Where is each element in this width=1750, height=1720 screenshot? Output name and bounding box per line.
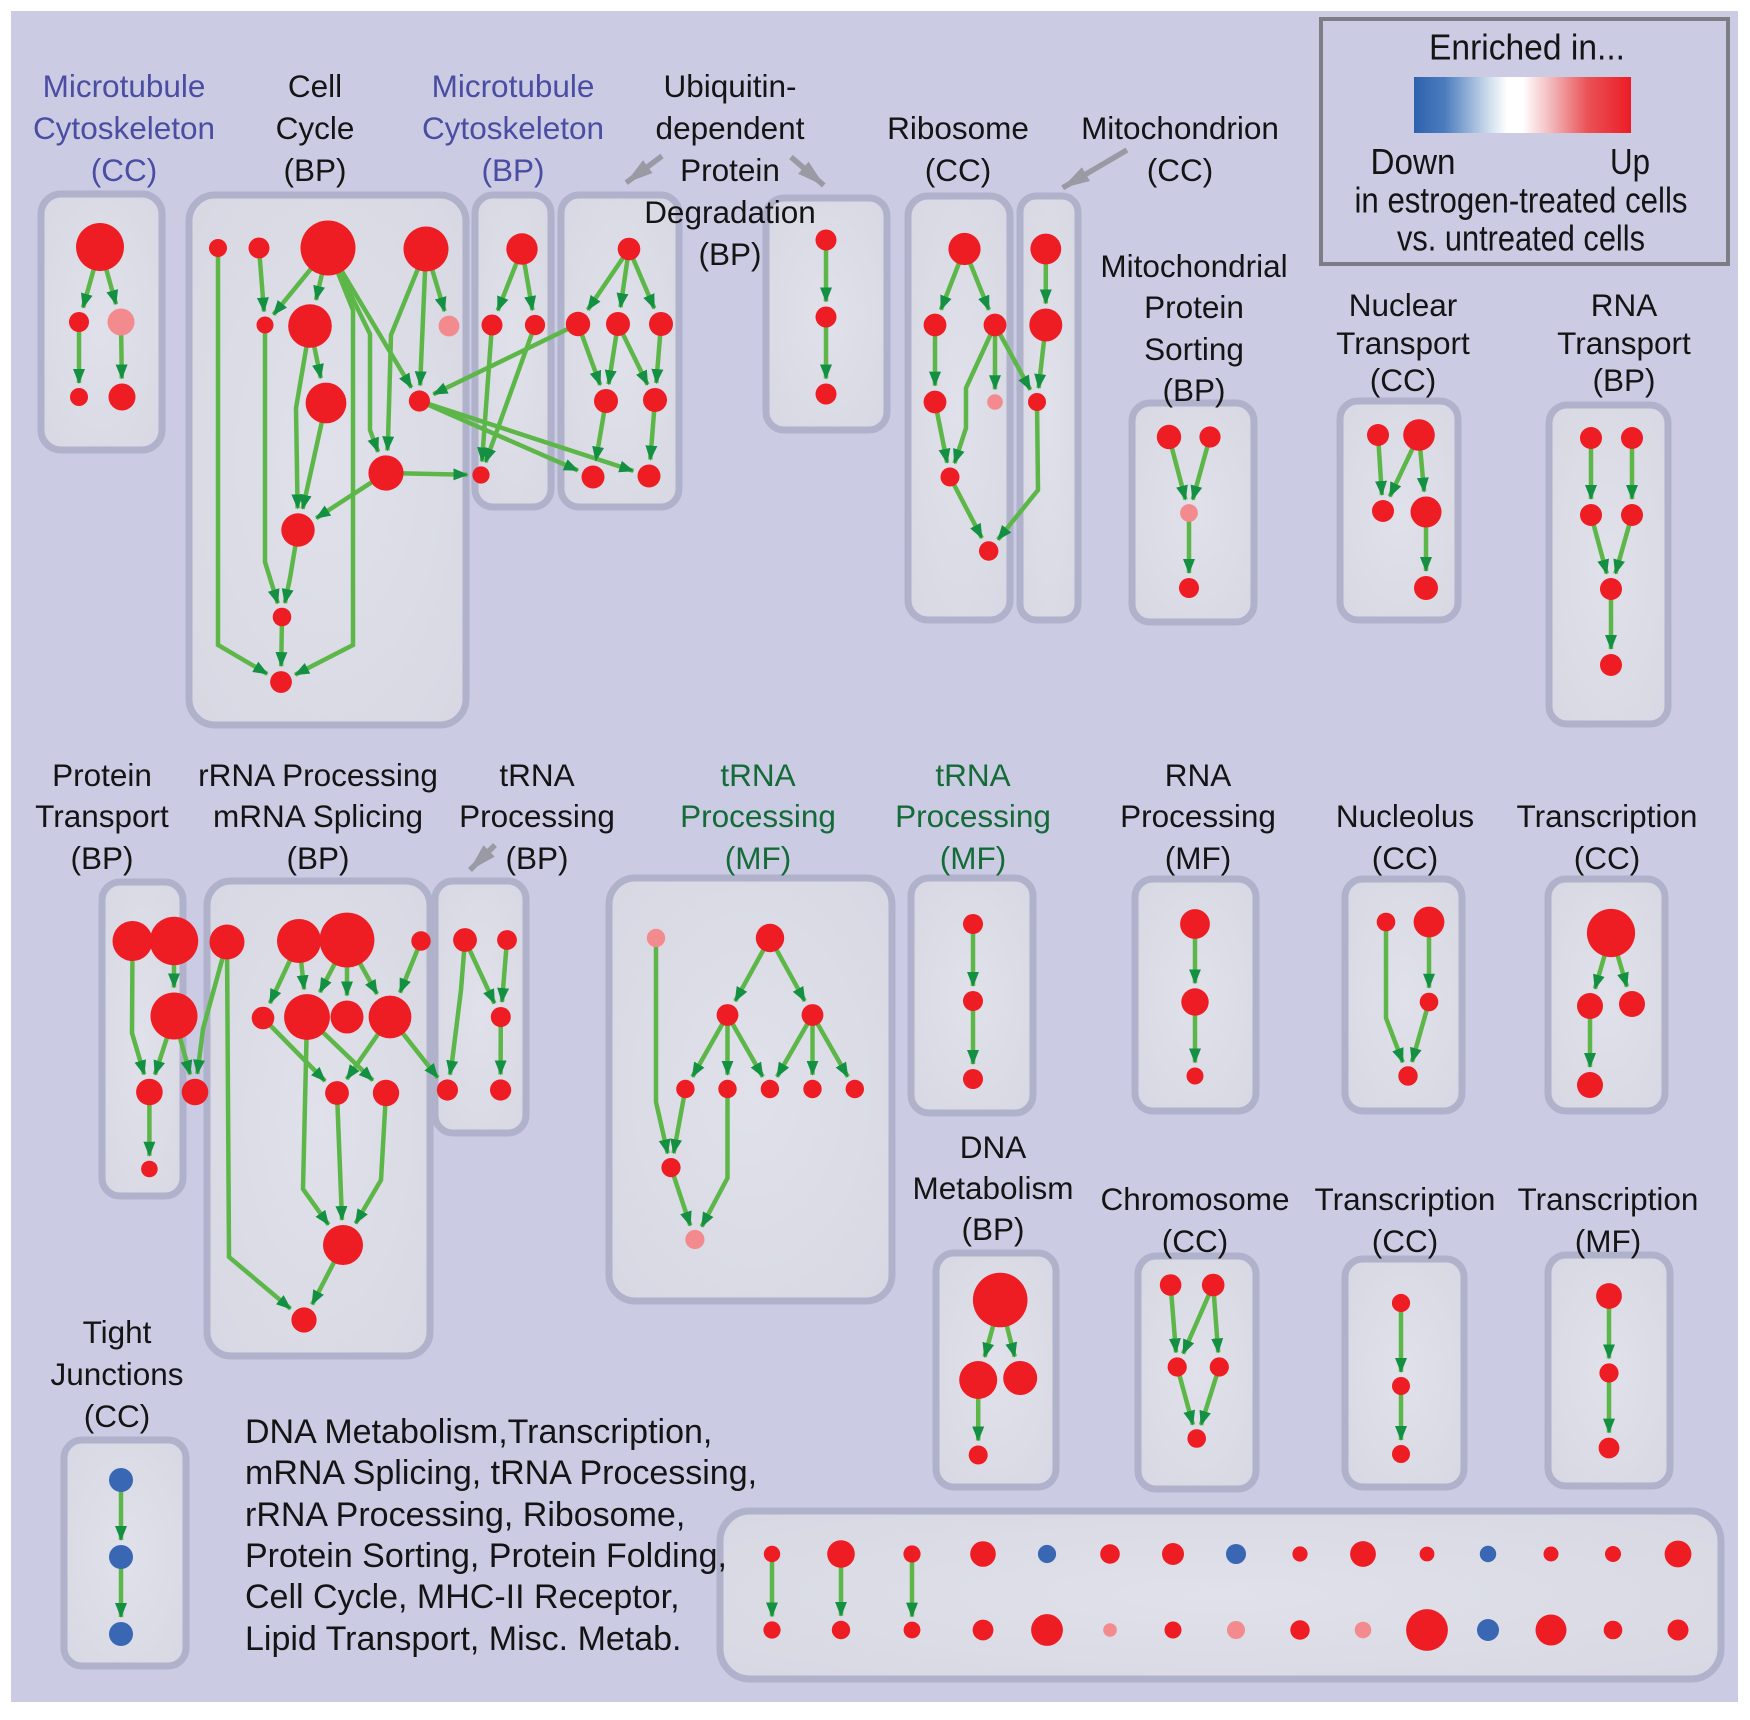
svg-text:in estrogen-treated cells: in estrogen-treated cells xyxy=(1355,180,1688,221)
svg-text:(MF): (MF) xyxy=(1165,840,1231,876)
svg-text:Cycle: Cycle xyxy=(276,110,355,146)
svg-text:(CC): (CC) xyxy=(1574,840,1640,876)
svg-text:Processing: Processing xyxy=(680,798,836,834)
svg-text:Junctions: Junctions xyxy=(50,1356,183,1392)
svg-text:(CC): (CC) xyxy=(1162,1223,1228,1259)
svg-text:DNA Metabolism,Transcription,: DNA Metabolism,Transcription, xyxy=(245,1413,712,1451)
svg-text:(CC): (CC) xyxy=(84,1398,150,1434)
svg-text:Lipid Transport, Misc. Metab.: Lipid Transport, Misc. Metab. xyxy=(245,1620,682,1658)
svg-text:(BP): (BP) xyxy=(962,1211,1025,1247)
svg-text:Processing: Processing xyxy=(1120,798,1276,834)
svg-text:mRNA Splicing, tRNA Processing: mRNA Splicing, tRNA Processing, xyxy=(245,1454,757,1492)
svg-text:(CC): (CC) xyxy=(91,152,157,188)
svg-text:Microtubule: Microtubule xyxy=(432,68,595,104)
svg-text:Ribosome: Ribosome xyxy=(887,110,1029,146)
svg-text:Protein: Protein xyxy=(1144,289,1244,325)
svg-text:Cytoskeleton: Cytoskeleton xyxy=(422,110,604,146)
svg-text:Cell Cycle, MHC-II Receptor,: Cell Cycle, MHC-II Receptor, xyxy=(245,1578,680,1616)
svg-text:Transcription: Transcription xyxy=(1315,1181,1496,1217)
svg-text:tRNA: tRNA xyxy=(720,757,795,793)
svg-text:Up: Up xyxy=(1610,141,1650,182)
svg-text:Nuclear: Nuclear xyxy=(1349,287,1458,323)
svg-text:Enriched in...: Enriched in... xyxy=(1429,27,1625,68)
svg-text:(CC): (CC) xyxy=(1372,840,1438,876)
svg-text:Mitochondrion: Mitochondrion xyxy=(1081,110,1279,146)
svg-text:RNA: RNA xyxy=(1165,757,1232,793)
svg-text:(BP): (BP) xyxy=(482,152,545,188)
svg-text:tRNA: tRNA xyxy=(935,757,1010,793)
svg-text:Transcription: Transcription xyxy=(1517,798,1698,834)
svg-text:(BP): (BP) xyxy=(1593,362,1656,398)
svg-text:(CC): (CC) xyxy=(1147,152,1213,188)
svg-text:(MF): (MF) xyxy=(940,840,1006,876)
svg-text:(BP): (BP) xyxy=(699,236,762,272)
svg-text:Protein Sorting, Protein Foldi: Protein Sorting, Protein Folding, xyxy=(245,1537,727,1575)
svg-text:(BP): (BP) xyxy=(284,152,347,188)
svg-text:Ubiquitin-: Ubiquitin- xyxy=(663,68,796,104)
svg-text:Processing: Processing xyxy=(895,798,1051,834)
svg-text:Transport: Transport xyxy=(35,798,169,834)
svg-text:(MF): (MF) xyxy=(725,840,791,876)
svg-text:Mitochondrial: Mitochondrial xyxy=(1100,248,1287,284)
svg-text:Sorting: Sorting xyxy=(1144,331,1244,367)
svg-text:Tight: Tight xyxy=(83,1314,152,1350)
svg-text:rRNA Processing, Ribosome,: rRNA Processing, Ribosome, xyxy=(245,1496,685,1534)
svg-text:Transcription: Transcription xyxy=(1518,1181,1699,1217)
svg-text:(CC): (CC) xyxy=(1372,1223,1438,1259)
svg-text:Protein: Protein xyxy=(680,152,780,188)
svg-text:Down: Down xyxy=(1371,141,1456,182)
svg-text:Processing: Processing xyxy=(459,798,615,834)
svg-text:Degradation: Degradation xyxy=(644,194,816,230)
svg-text:vs. untreated cells: vs. untreated cells xyxy=(1397,218,1645,259)
svg-text:Chromosome: Chromosome xyxy=(1100,1181,1289,1217)
svg-text:mRNA Splicing: mRNA Splicing xyxy=(213,798,423,834)
svg-text:dependent: dependent xyxy=(656,110,805,146)
svg-text:Cell: Cell xyxy=(288,68,342,104)
svg-text:tRNA: tRNA xyxy=(499,757,574,793)
svg-text:Transport: Transport xyxy=(1557,325,1691,361)
svg-text:(BP): (BP) xyxy=(71,840,134,876)
svg-text:Transport: Transport xyxy=(1336,325,1470,361)
svg-text:Protein: Protein xyxy=(52,757,152,793)
svg-text:(CC): (CC) xyxy=(1370,362,1436,398)
svg-text:RNA: RNA xyxy=(1591,287,1658,323)
svg-text:Microtubule: Microtubule xyxy=(43,68,206,104)
svg-text:rRNA Processing: rRNA Processing xyxy=(198,757,438,793)
svg-text:(BP): (BP) xyxy=(1163,372,1226,408)
svg-text:Cytoskeleton: Cytoskeleton xyxy=(33,110,215,146)
svg-text:Metabolism: Metabolism xyxy=(912,1170,1073,1206)
svg-text:Nucleolus: Nucleolus xyxy=(1336,798,1474,834)
svg-text:(BP): (BP) xyxy=(287,840,350,876)
svg-text:(MF): (MF) xyxy=(1575,1223,1641,1259)
svg-text:(CC): (CC) xyxy=(925,152,991,188)
svg-text:(BP): (BP) xyxy=(506,840,569,876)
svg-text:DNA: DNA xyxy=(960,1129,1027,1165)
